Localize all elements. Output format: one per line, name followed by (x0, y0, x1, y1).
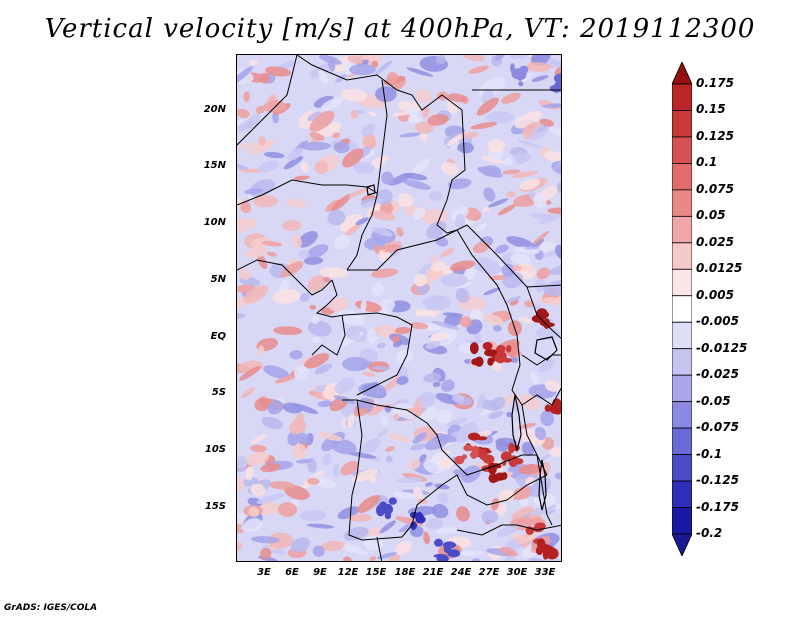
border-south (376, 536, 383, 561)
lon-tick-label: 3E (257, 567, 271, 578)
colorbar-tick-label: 0.125 (696, 128, 734, 143)
colorbar-swatch (672, 242, 692, 270)
lon-tick-label: 18E (394, 567, 416, 578)
colorbar-max-arrow (672, 62, 692, 85)
border-cameroon (315, 279, 346, 318)
velocity-field-map (237, 55, 561, 561)
colorbar-swatch (672, 268, 692, 297)
lat-tick-label: 5N (210, 274, 226, 285)
lon-tick-label: 27E (478, 567, 500, 578)
lon-tick-label: 33E (534, 567, 556, 578)
lat-tick-label: 10S (204, 444, 226, 455)
colorbar-swatch (672, 427, 692, 455)
grads-credit: GrADS: IGES/COLA (4, 603, 98, 613)
border-tanzania (521, 387, 561, 406)
border-niger-chad (237, 55, 298, 146)
colorbar-tick-label: 0.175 (696, 76, 734, 90)
colorbar-swatch (672, 83, 692, 111)
colorbar-tick-label: 0.0125 (696, 261, 743, 276)
colorbar-tick-label: 0.025 (696, 234, 734, 249)
colorbar-swatch (672, 348, 692, 376)
border-chad-west (346, 79, 388, 271)
border-gabon (311, 314, 346, 356)
colorbar-swatch (672, 110, 692, 138)
colorbar-swatch (672, 374, 692, 403)
colorbar (672, 62, 692, 556)
map-panel (236, 54, 562, 562)
lon-tick-label: 6E (285, 567, 299, 578)
chart-title: Vertical velocity [m/s] at 400hPa, VT: 2… (44, 14, 756, 44)
lat-tick-label: 15S (204, 501, 226, 512)
colorbar-tick-label: -0.0125 (696, 340, 748, 355)
colorbar-min-arrow (672, 533, 692, 556)
border-angola-east (348, 399, 548, 541)
lake-malawi (538, 459, 547, 511)
lat-tick-label: 15N (203, 160, 226, 171)
lake-victoria (534, 336, 558, 361)
lake-tanganyika (511, 394, 522, 453)
border-north (296, 55, 561, 288)
colorbar-swatch (672, 136, 692, 164)
colorbar-swatch (672, 401, 692, 429)
border-congo (344, 312, 413, 396)
lon-tick-label: 30E (506, 567, 528, 578)
colorbar-swatch (672, 215, 692, 244)
border-uganda (521, 354, 561, 366)
lon-tick-label: 9E (313, 567, 327, 578)
lake-chad (366, 184, 376, 196)
lat-tick-label: 10N (203, 217, 226, 228)
colorbar-swatch (672, 163, 692, 191)
border-kenya (526, 286, 561, 339)
border-nigeria-south (237, 259, 333, 296)
colorbar-tick-label: -0.125 (696, 473, 739, 488)
lat-tick-label: 20N (203, 104, 226, 115)
colorbar-tick-label: -0.05 (696, 393, 731, 408)
colorbar-tick-label: 0.05 (696, 208, 726, 223)
colorbar-swatch (672, 454, 692, 482)
colorbar-tick-label: -0.025 (696, 367, 739, 382)
colorbar-tick-label: -0.2 (696, 526, 723, 540)
colorbar-tick-label: 0.075 (696, 181, 734, 196)
lon-tick-label: 24E (450, 567, 472, 578)
colorbar-swatch (672, 480, 692, 508)
colorbar-tick-label: -0.075 (696, 420, 739, 435)
colorbar-swatch (672, 295, 692, 323)
border-car (347, 229, 498, 286)
colorbar-tick-label: 0.15 (696, 102, 726, 117)
lat-tick-label: EQ (210, 331, 226, 342)
border-drc-east (496, 284, 548, 476)
lat-tick-label: 5S (211, 387, 226, 398)
lon-tick-label: 15E (365, 567, 387, 578)
colorbar-tick-label: 0.1 (696, 155, 718, 170)
colorbar-tick-label: 0.005 (696, 287, 734, 302)
border-zambia (441, 449, 537, 476)
colorbar-tick-label: -0.005 (696, 314, 739, 329)
colorbar-swatch (672, 321, 692, 350)
colorbar-swatch (672, 507, 692, 535)
colorbar-swatch (672, 189, 692, 217)
lon-tick-label: 21E (422, 567, 444, 578)
colorbar-tick-label: -0.175 (696, 499, 739, 514)
border-zimbabwe (456, 524, 561, 536)
lon-tick-label: 12E (337, 567, 359, 578)
colorbar-tick-label: -0.1 (696, 446, 723, 461)
